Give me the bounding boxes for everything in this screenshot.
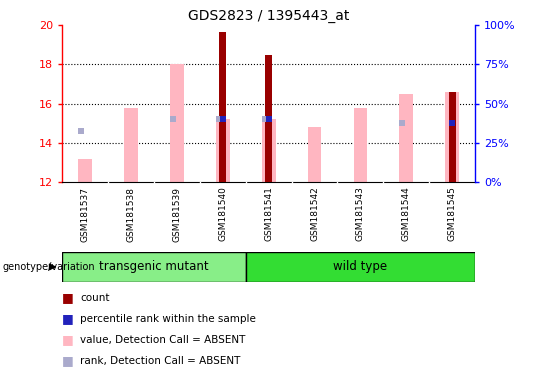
Bar [354, 108, 367, 182]
Text: wild type: wild type [333, 260, 388, 273]
Bar [265, 55, 272, 182]
Bar [449, 92, 456, 182]
Text: GSM181545: GSM181545 [448, 187, 457, 242]
Text: GSM181544: GSM181544 [402, 187, 411, 241]
Bar [124, 108, 138, 182]
Bar [78, 159, 92, 182]
Text: ■: ■ [62, 333, 74, 346]
Text: ■: ■ [62, 291, 74, 304]
Bar [400, 94, 413, 182]
Text: count: count [80, 293, 110, 303]
Text: value, Detection Call = ABSENT: value, Detection Call = ABSENT [80, 335, 245, 345]
Text: ■: ■ [62, 312, 74, 325]
Text: GSM181541: GSM181541 [264, 187, 273, 242]
Bar [62, 252, 246, 282]
Bar [308, 127, 321, 182]
Text: genotype/variation: genotype/variation [3, 262, 96, 272]
Bar [262, 119, 275, 182]
Text: GSM181538: GSM181538 [126, 187, 136, 242]
Bar [446, 92, 459, 182]
Text: percentile rank within the sample: percentile rank within the sample [80, 314, 256, 324]
Bar [170, 64, 184, 182]
Text: GSM181543: GSM181543 [356, 187, 365, 242]
Bar [246, 252, 475, 282]
Text: ■: ■ [62, 354, 74, 367]
Text: GSM181539: GSM181539 [172, 187, 181, 242]
Text: GSM181540: GSM181540 [218, 187, 227, 242]
Title: GDS2823 / 1395443_at: GDS2823 / 1395443_at [188, 8, 349, 23]
Text: transgenic mutant: transgenic mutant [99, 260, 209, 273]
Text: GSM181542: GSM181542 [310, 187, 319, 241]
Text: rank, Detection Call = ABSENT: rank, Detection Call = ABSENT [80, 356, 240, 366]
Bar [216, 119, 229, 182]
Text: GSM181537: GSM181537 [80, 187, 90, 242]
Bar [219, 32, 226, 182]
